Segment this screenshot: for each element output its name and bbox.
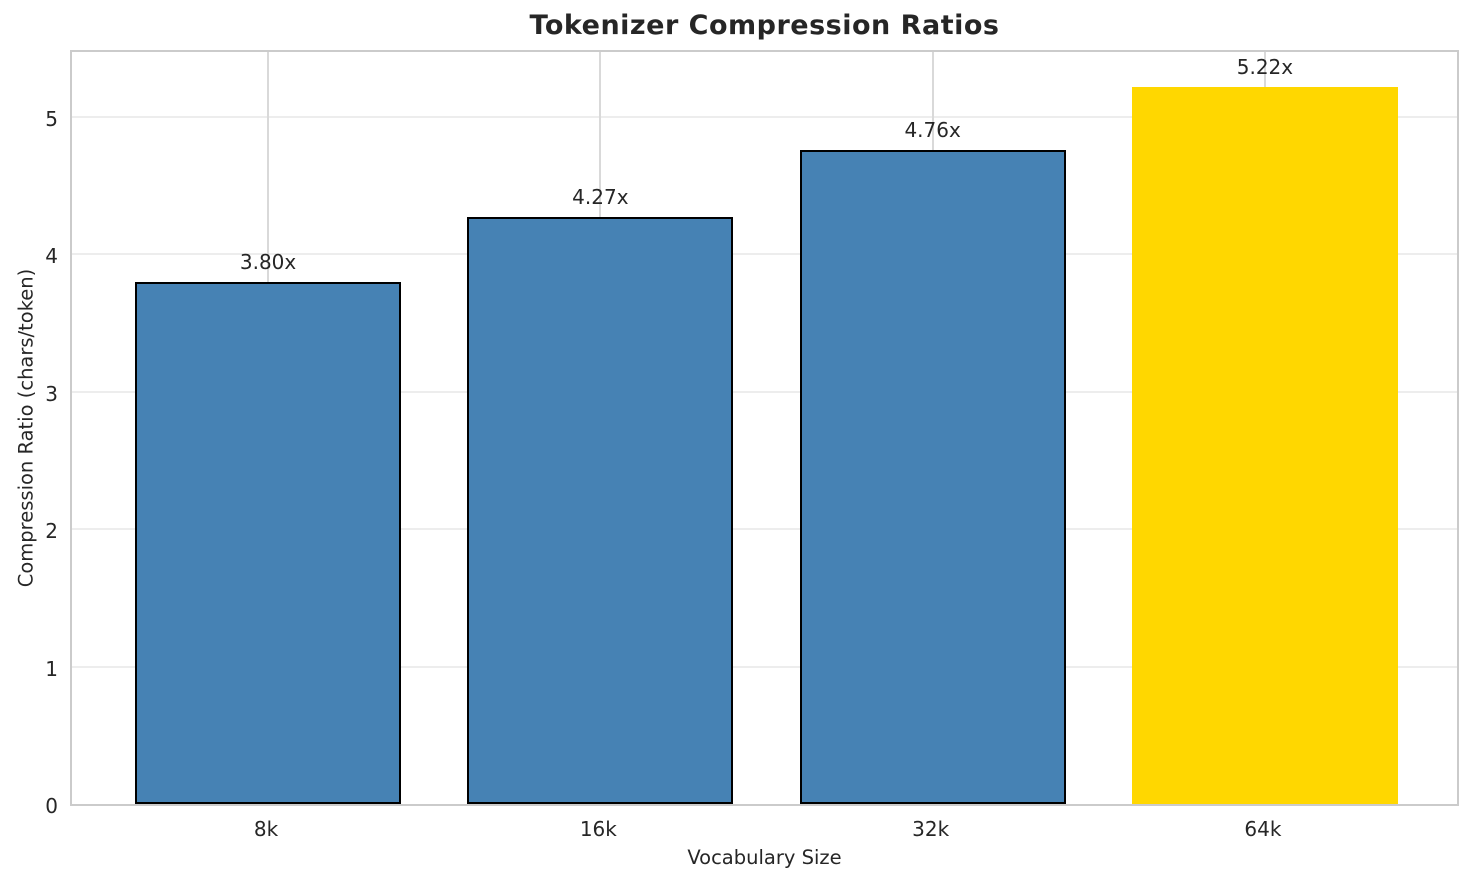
bar-value-label: 4.27x bbox=[572, 185, 629, 210]
y-tick-label: 0 bbox=[45, 794, 58, 818]
y-tick-label: 1 bbox=[45, 656, 58, 681]
y-gridline bbox=[72, 665, 1457, 668]
y-axis-label: Compression Ratio (chars/token) bbox=[14, 268, 38, 588]
y-gridline bbox=[72, 253, 1457, 256]
y-tick-label: 4 bbox=[45, 244, 58, 269]
x-tick-label: 16k bbox=[579, 817, 617, 841]
y-tick-label: 2 bbox=[45, 519, 58, 544]
y-gridline bbox=[72, 528, 1457, 531]
chart-title: Tokenizer Compression Ratios bbox=[529, 10, 1000, 41]
bar-value-label: 4.76x bbox=[904, 117, 961, 142]
y-gridline bbox=[72, 390, 1457, 393]
bar-16k bbox=[467, 217, 734, 804]
x-tick-label: 32k bbox=[912, 817, 950, 841]
x-tick-label: 64k bbox=[1244, 817, 1282, 841]
bar-value-label: 3.80x bbox=[239, 249, 297, 274]
x-tick-label: 8k bbox=[253, 817, 279, 841]
bar-64k bbox=[1132, 86, 1398, 804]
x-axis-label: Vocabulary Size bbox=[687, 846, 842, 869]
bar-32k bbox=[799, 149, 1066, 804]
y-tick-label: 3 bbox=[45, 381, 58, 406]
y-gridline bbox=[72, 115, 1457, 118]
y-tick-label: 5 bbox=[45, 106, 58, 131]
bar-value-label: 5.22x bbox=[1236, 54, 1294, 79]
plot-area: 3.80x 4.27x 4.76x 5.22x bbox=[70, 50, 1459, 806]
bar-8k bbox=[135, 281, 401, 804]
